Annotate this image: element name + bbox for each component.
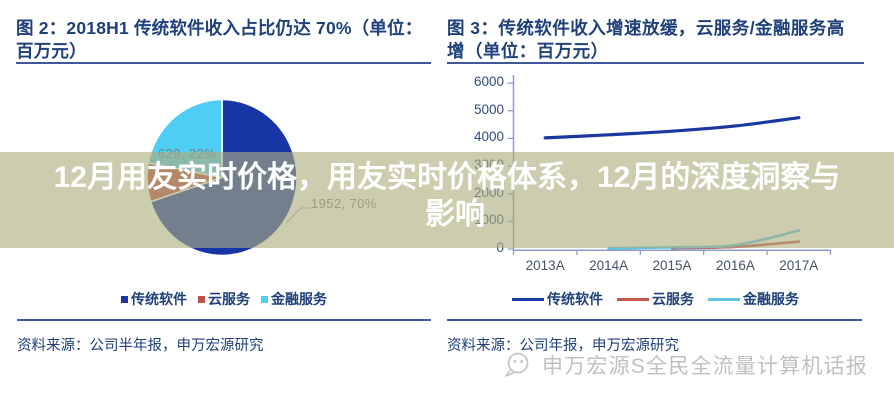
watermark-logo-icon bbox=[505, 352, 529, 377]
left-figure-title-line1: 图 2：2018H1 传统软件收入占比仍达 70%（单位： bbox=[16, 18, 423, 38]
right-legend-label-finance: 金融服务 bbox=[743, 291, 799, 307]
y-tick-4000: 4000 bbox=[473, 129, 504, 145]
left-bottom-rule bbox=[17, 319, 431, 321]
left-legend-item-finance: 金融服务 bbox=[261, 289, 327, 309]
left-legend-label-traditional: 传统软件 bbox=[131, 291, 187, 307]
watermark: 申万宏源S全民全流量计算机话报 bbox=[504, 350, 868, 380]
headline-overlay-band bbox=[0, 152, 894, 248]
headline-overlay: 12月用友实时价格，用友实时价格体系，12月的深度洞察与 影响 bbox=[0, 152, 894, 248]
left-figure-title-line2: 百万元） bbox=[16, 41, 87, 61]
legend-square-cloud-icon bbox=[198, 295, 205, 303]
x-tick-2017A: 2017A bbox=[779, 257, 819, 273]
left-legend-item-traditional: 传统软件 bbox=[121, 289, 187, 309]
left-legend-item-cloud: 云服务 bbox=[198, 289, 250, 309]
left-legend-label-cloud: 云服务 bbox=[208, 291, 250, 307]
x-tick-2015A: 2015A bbox=[652, 257, 692, 273]
left-source-note: 资料来源：公司半年报，申万宏源研究 bbox=[17, 338, 264, 354]
left-title-underline bbox=[16, 62, 431, 64]
right-figure-title: 图 3：传统软件收入增速放缓，云服务/金融服务高 增（单位：百万元） bbox=[447, 17, 845, 63]
right-legend-label-traditional: 传统软件 bbox=[547, 291, 603, 307]
left-legend-label-finance: 金融服务 bbox=[271, 291, 327, 307]
right-figure-title-line1: 图 3：传统软件收入增速放缓，云服务/金融服务高 bbox=[447, 18, 845, 38]
right-bottom-rule bbox=[447, 319, 862, 321]
legend-line-finance-icon bbox=[708, 297, 740, 301]
x-tick-2013A: 2013A bbox=[525, 257, 565, 273]
right-title-underline bbox=[447, 62, 864, 64]
right-legend: 传统软件 云服务 金融服务 bbox=[447, 289, 864, 309]
left-figure-title: 图 2：2018H1 传统软件收入占比仍达 70%（单位： 百万元） bbox=[16, 17, 422, 63]
legend-square-finance-icon bbox=[261, 295, 268, 303]
y-tick-6000: 6000 bbox=[473, 74, 504, 90]
x-tick-2014A: 2014A bbox=[589, 257, 629, 273]
watermark-text: 申万宏源S全民全流量计算机话报 bbox=[542, 355, 869, 378]
right-legend-item-cloud: 云服务 bbox=[617, 289, 694, 309]
right-legend-item-traditional: 传统软件 bbox=[512, 289, 603, 309]
headline-line1: 12月用友实时价格，用友实时价格体系，12月的深度洞察与 bbox=[53, 161, 841, 194]
left-legend: 传统软件 云服务 金融服务 bbox=[16, 289, 432, 309]
right-legend-label-cloud: 云服务 bbox=[652, 291, 694, 307]
legend-line-cloud-icon bbox=[617, 297, 649, 301]
headline-line2: 影响 bbox=[425, 198, 485, 231]
legend-line-traditional-icon bbox=[512, 297, 544, 301]
right-source-note: 资料来源：公司年报，申万宏源研究 bbox=[447, 338, 679, 354]
x-tick-2016A: 2016A bbox=[715, 257, 755, 273]
right-figure-title-line2: 增（单位：百万元） bbox=[447, 41, 609, 61]
legend-square-traditional-icon bbox=[121, 295, 128, 303]
right-legend-item-finance: 金融服务 bbox=[708, 289, 799, 309]
y-tick-5000: 5000 bbox=[473, 101, 504, 117]
